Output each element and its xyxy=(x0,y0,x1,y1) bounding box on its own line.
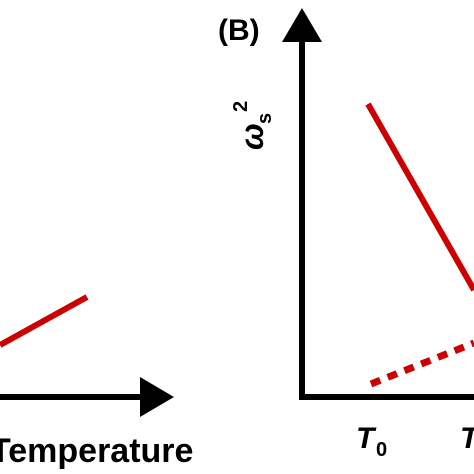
panel-b-series-dotted xyxy=(369,339,474,388)
panel-a-series-line xyxy=(0,294,89,348)
panel-b-y-axis-arrow xyxy=(282,8,322,42)
panel-b-x-tick-t0-sub: 0 xyxy=(376,439,387,461)
panel-b-x-tick-t1-main: T xyxy=(460,422,474,455)
panel-a: Temperature xyxy=(0,294,193,470)
panel-b-x-tick-t1: T xyxy=(460,422,474,455)
panel-a-x-axis-arrow xyxy=(140,377,174,417)
panel-b-x-tick-t0-main: T xyxy=(356,422,377,455)
panel-b-y-label-subscript: s xyxy=(254,113,276,124)
panel-b: (B) ω s 2 T 0 T xyxy=(218,8,474,461)
panel-a-x-axis-label: Temperature xyxy=(0,432,193,470)
panel-b-label: (B) xyxy=(218,14,260,47)
panel-b-series-solid xyxy=(365,102,474,292)
panel-b-y-label-superscript: 2 xyxy=(230,101,252,112)
panel-b-x-tick-t0: T 0 xyxy=(356,422,387,461)
panel-b-y-label-symbol: ω xyxy=(234,123,270,150)
panel-b-y-axis-label: ω s 2 xyxy=(230,101,276,150)
